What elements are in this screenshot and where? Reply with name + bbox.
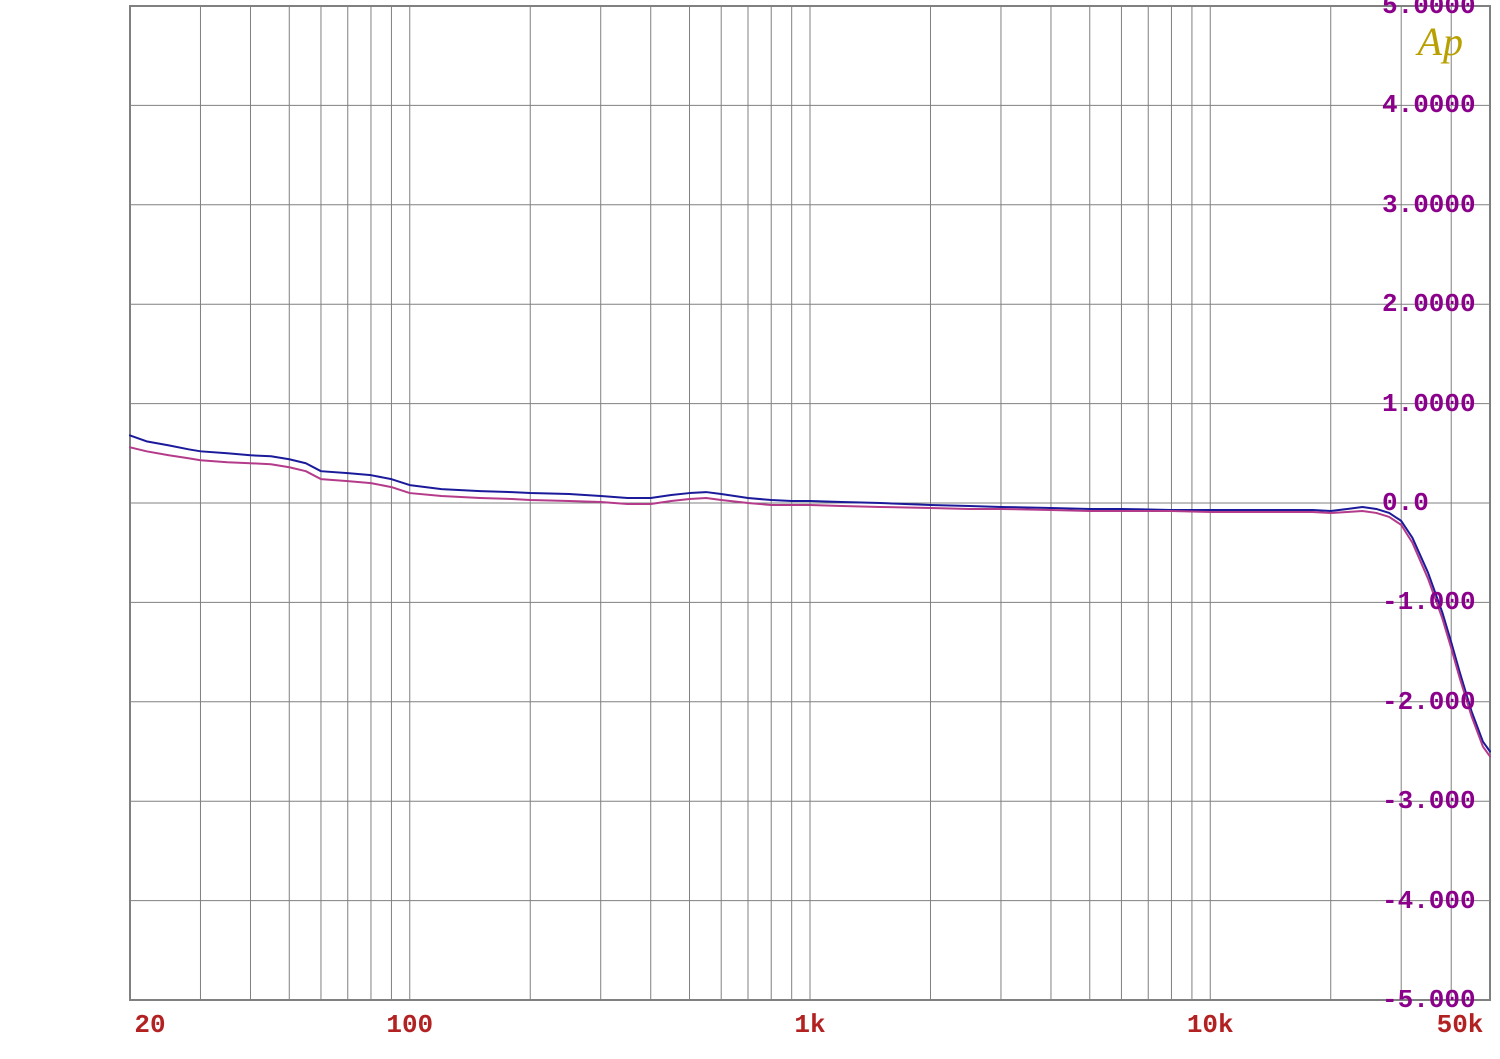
x-tick-label: 20 [134, 1010, 165, 1040]
y-tick-label: -2.000 [1382, 687, 1500, 717]
chart-canvas [0, 0, 1500, 1059]
y-tick-label: 0.0 [1382, 488, 1500, 518]
y-tick-label: 4.0000 [1382, 90, 1500, 120]
y-tick-label: 3.0000 [1382, 190, 1500, 220]
x-tick-label: 100 [386, 1010, 433, 1040]
y-tick-label: -3.000 [1382, 786, 1500, 816]
y-tick-label: -1.000 [1382, 587, 1500, 617]
y-tick-label: 2.0000 [1382, 289, 1500, 319]
y-tick-label: 1.0000 [1382, 389, 1500, 419]
x-tick-label: 50k [1437, 1010, 1484, 1040]
x-tick-label: 1k [794, 1010, 825, 1040]
x-tick-label: 10k [1187, 1010, 1234, 1040]
y-tick-label: -4.000 [1382, 886, 1500, 916]
ap-watermark: Ap [1418, 18, 1464, 65]
frequency-response-chart: 5.00004.00003.00002.00001.00000.0-1.000-… [0, 0, 1500, 1059]
